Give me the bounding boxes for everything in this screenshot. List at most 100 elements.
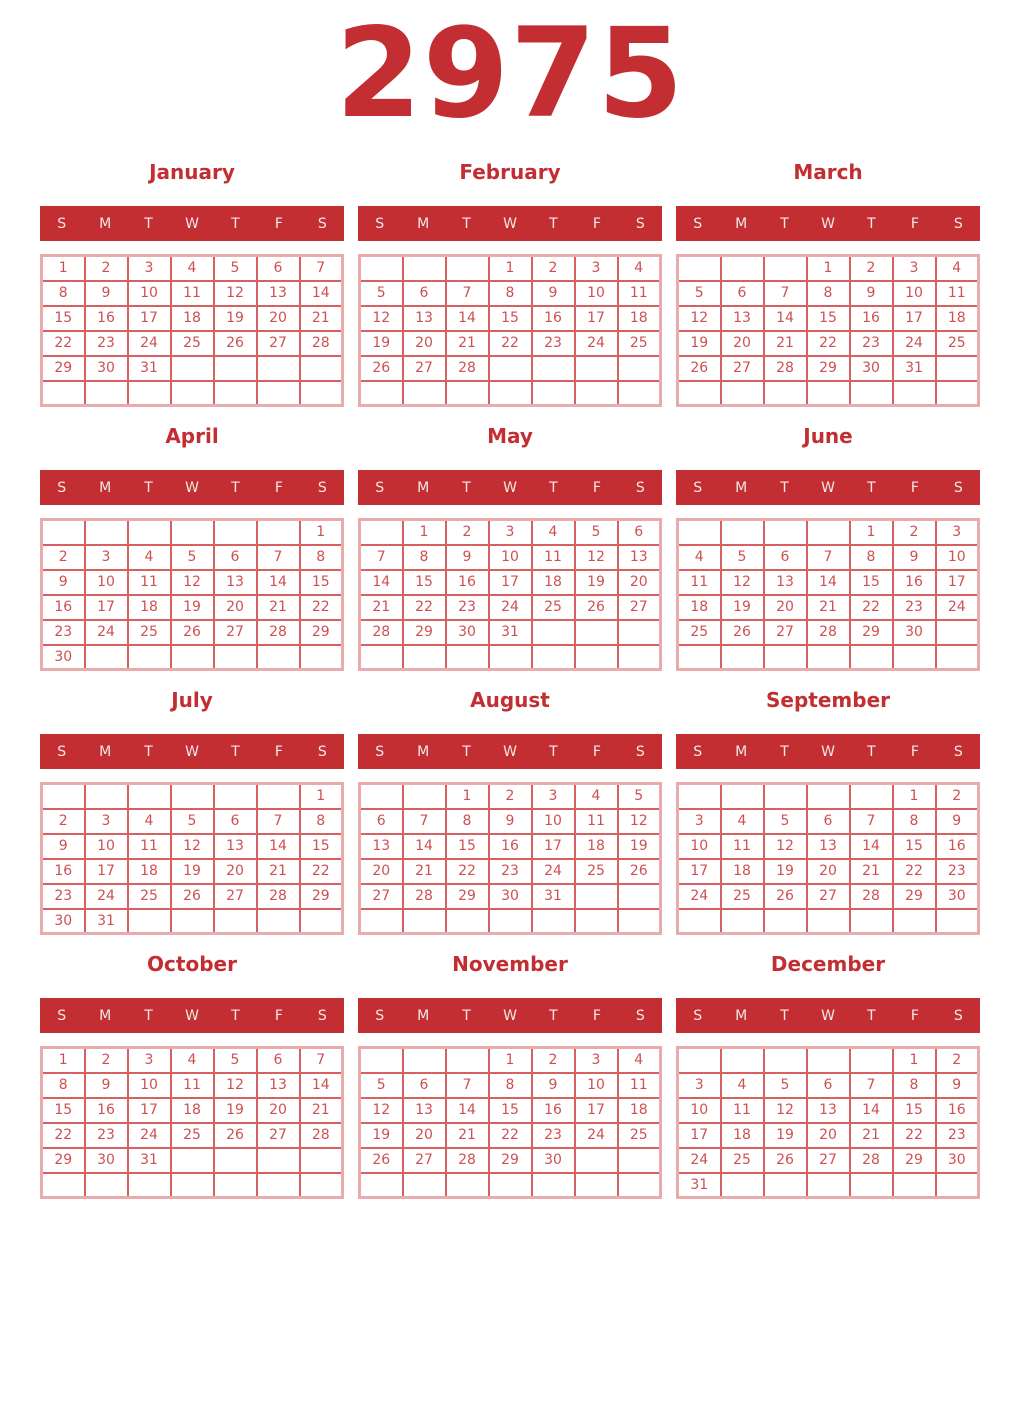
day-cell: 3 bbox=[573, 254, 619, 282]
day-cell: 20 bbox=[762, 593, 808, 621]
day-cell bbox=[805, 643, 851, 671]
day-cell: 15 bbox=[298, 568, 344, 596]
day-cell: 8 bbox=[848, 543, 894, 571]
day-cell: 16 bbox=[848, 304, 894, 332]
day-cell: 23 bbox=[83, 329, 129, 357]
week-row: 10 11 12 13 14 15 16 bbox=[676, 832, 980, 860]
weekday-label: F bbox=[274, 743, 283, 760]
day-cell: 10 bbox=[530, 807, 576, 835]
day-cell: 21 bbox=[358, 593, 404, 621]
day-cell bbox=[573, 618, 619, 646]
day-cell: 10 bbox=[126, 1071, 172, 1099]
day-cell: 12 bbox=[212, 1071, 258, 1099]
week-row: 8 9 10 11 12 13 14 bbox=[40, 279, 344, 307]
day-cell: 9 bbox=[83, 1071, 129, 1099]
week-row: 18 19 20 21 22 23 24 bbox=[676, 593, 980, 621]
week-row: 1 bbox=[40, 782, 344, 810]
day-cell bbox=[444, 254, 490, 282]
month-grid-body: 1 2 3 4 5 6 7 8 9 10 11 12 13 14 15 16 17 18 19 20 21 22 23 24 2… bbox=[358, 254, 662, 407]
day-cell: 10 bbox=[487, 543, 533, 571]
day-cell: 15 bbox=[848, 568, 894, 596]
weekday-label: F bbox=[274, 215, 283, 232]
day-cell: 12 bbox=[169, 832, 215, 860]
day-cell bbox=[255, 907, 301, 935]
day-cell: 5 bbox=[762, 807, 808, 835]
day-cell: 16 bbox=[530, 304, 576, 332]
day-cell: 11 bbox=[616, 279, 662, 307]
month-grid-body: 1 2 3 4 5 6 7 8 9 10 11 12 13 14 15 16 17 18 19 20 21 22 23 24 2… bbox=[40, 518, 344, 671]
day-cell: 11 bbox=[719, 832, 765, 860]
day-cell: 26 bbox=[573, 593, 619, 621]
weekday-label: T bbox=[549, 479, 558, 496]
day-cell: 6 bbox=[212, 807, 258, 835]
day-cell bbox=[255, 1146, 301, 1174]
day-cell bbox=[444, 1046, 490, 1074]
day-cell: 15 bbox=[401, 568, 447, 596]
day-cell: 26 bbox=[719, 618, 765, 646]
day-cell: 31 bbox=[126, 1146, 172, 1174]
day-cell: 31 bbox=[487, 618, 533, 646]
day-cell bbox=[891, 1171, 937, 1199]
weekday-label: W bbox=[185, 1007, 199, 1024]
day-cell: 6 bbox=[401, 279, 447, 307]
day-cell: 29 bbox=[891, 882, 937, 910]
day-cell: 12 bbox=[762, 832, 808, 860]
day-cell bbox=[298, 354, 344, 382]
day-cell: 2 bbox=[848, 254, 894, 282]
day-cell: 17 bbox=[934, 568, 980, 596]
day-cell: 30 bbox=[40, 643, 86, 671]
day-cell: 25 bbox=[169, 1121, 215, 1149]
day-cell: 24 bbox=[891, 329, 937, 357]
day-cell: 21 bbox=[255, 593, 301, 621]
day-cell: 22 bbox=[487, 329, 533, 357]
day-cell: 7 bbox=[848, 807, 894, 835]
day-cell: 29 bbox=[444, 882, 490, 910]
day-cell bbox=[126, 643, 172, 671]
week-row: 10 11 12 13 14 15 16 bbox=[676, 1096, 980, 1124]
day-cell: 4 bbox=[934, 254, 980, 282]
day-cell: 7 bbox=[255, 807, 301, 835]
month-grid: 1 2 3 4 5 6 7 8 9 10 11 12 13 14 15 16 17 18 19 20 21 22 23 24 2… bbox=[676, 518, 980, 671]
day-cell: 23 bbox=[83, 1121, 129, 1149]
day-cell bbox=[805, 518, 851, 546]
day-cell bbox=[83, 1171, 129, 1199]
week-row bbox=[40, 1171, 344, 1199]
month-grid-body: 1 2 3 4 5 6 7 8 9 10 11 12 13 14 15 16 17 18 19 20 21 22 23 24 2… bbox=[358, 518, 662, 671]
day-cell: 15 bbox=[40, 1096, 86, 1124]
day-cell: 17 bbox=[573, 1096, 619, 1124]
day-cell: 19 bbox=[169, 593, 215, 621]
day-cell bbox=[212, 1171, 258, 1199]
day-cell: 11 bbox=[676, 568, 722, 596]
day-cell: 31 bbox=[891, 354, 937, 382]
day-cell bbox=[126, 782, 172, 810]
day-cell bbox=[83, 518, 129, 546]
day-cell bbox=[212, 907, 258, 935]
day-cell bbox=[762, 1171, 808, 1199]
weekday-label: S bbox=[635, 1007, 645, 1024]
day-cell bbox=[298, 1171, 344, 1199]
day-cell bbox=[401, 782, 447, 810]
week-row: 15 16 17 18 19 20 21 bbox=[40, 304, 344, 332]
month-grid-body: 1 2 3 4 5 6 7 8 9 10 11 12 13 14 15 16 17 18 19 20 21 22 23 24 2… bbox=[358, 1046, 662, 1199]
day-cell: 21 bbox=[255, 857, 301, 885]
day-cell: 19 bbox=[676, 329, 722, 357]
day-cell: 9 bbox=[444, 543, 490, 571]
weekday-label: M bbox=[735, 215, 748, 232]
day-cell: 22 bbox=[805, 329, 851, 357]
day-cell bbox=[212, 1146, 258, 1174]
day-cell: 27 bbox=[719, 354, 765, 382]
day-cell: 6 bbox=[255, 1046, 301, 1074]
day-cell: 1 bbox=[444, 782, 490, 810]
day-cell: 11 bbox=[616, 1071, 662, 1099]
day-cell bbox=[848, 782, 894, 810]
day-cell: 5 bbox=[358, 279, 404, 307]
day-cell: 31 bbox=[83, 907, 129, 935]
day-cell: 6 bbox=[212, 543, 258, 571]
month-name: August bbox=[470, 688, 550, 712]
weekday-label: S bbox=[317, 215, 327, 232]
